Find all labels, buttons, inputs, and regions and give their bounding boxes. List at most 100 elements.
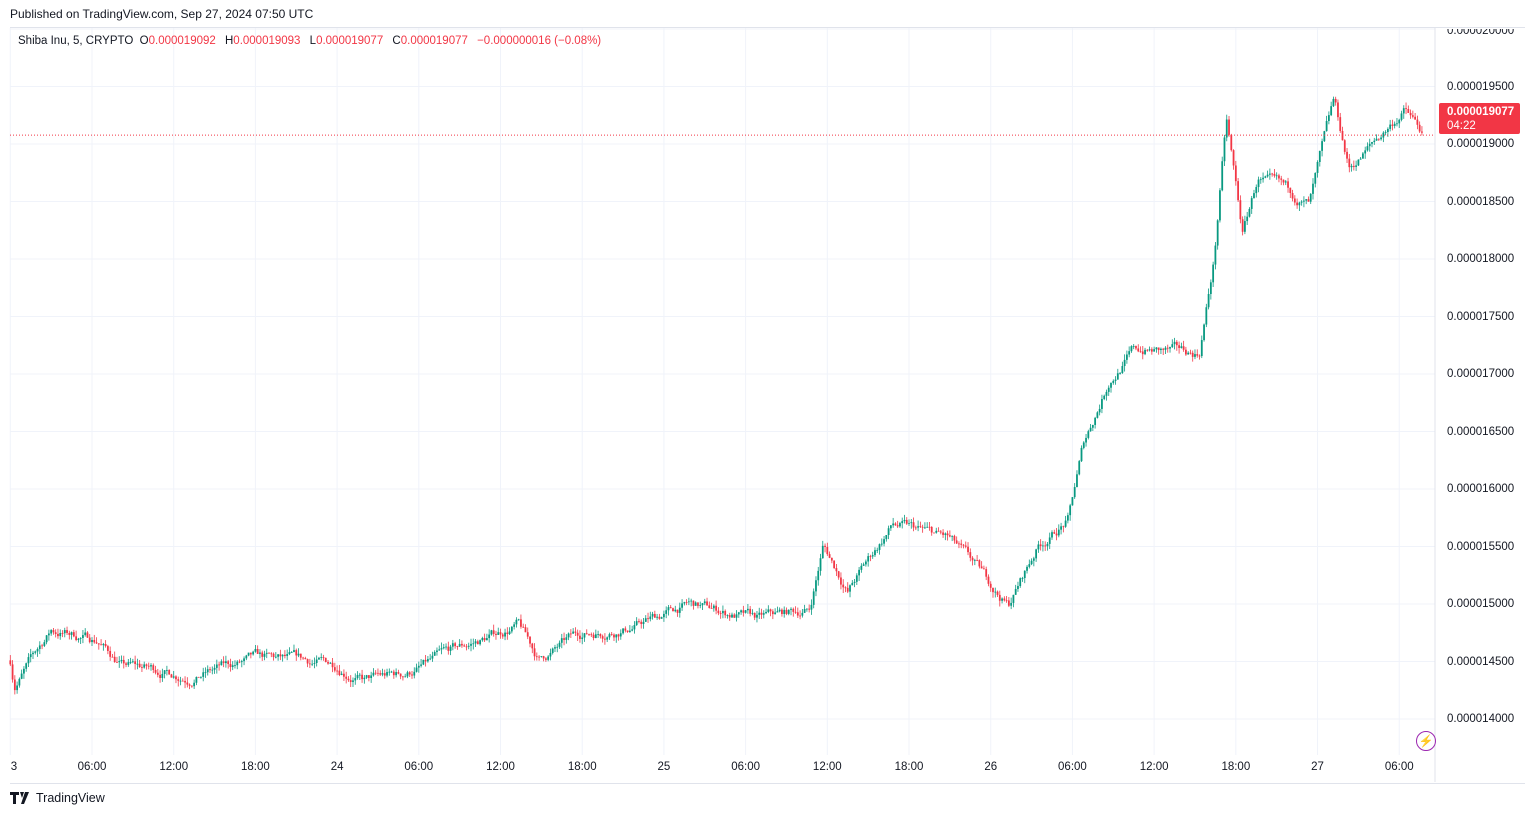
candle-body bbox=[1384, 132, 1387, 133]
candle-body bbox=[1416, 119, 1419, 125]
candle-body bbox=[533, 648, 536, 657]
candle-body bbox=[728, 615, 731, 618]
candle-body bbox=[796, 612, 799, 616]
candle-body bbox=[538, 656, 540, 658]
candle-body bbox=[284, 654, 286, 656]
candle-body bbox=[1334, 98, 1337, 103]
candle-body bbox=[912, 522, 915, 528]
candle-body bbox=[399, 673, 402, 677]
candle-body bbox=[220, 661, 223, 666]
candle-body bbox=[880, 543, 883, 545]
candle-body bbox=[967, 546, 969, 553]
candle-body bbox=[601, 636, 604, 639]
candle-body bbox=[1323, 131, 1326, 142]
candle-body bbox=[252, 651, 255, 655]
candle-body bbox=[1007, 600, 1010, 606]
candle-body bbox=[594, 634, 597, 638]
candle-body bbox=[910, 522, 913, 524]
candle-body bbox=[1209, 282, 1212, 295]
candle-body bbox=[901, 521, 904, 524]
candle-body bbox=[1094, 417, 1097, 425]
candle-body bbox=[604, 638, 606, 640]
candle-body bbox=[1105, 391, 1108, 396]
price-tick-label: 0.000014000 bbox=[1447, 713, 1515, 725]
tradingview-logo[interactable]: TradingView bbox=[10, 791, 105, 805]
candle-body bbox=[522, 626, 525, 628]
candle-body bbox=[787, 609, 790, 614]
candle-body bbox=[996, 591, 999, 595]
candle-body bbox=[1107, 387, 1110, 392]
candle-body bbox=[862, 564, 865, 566]
candle-body bbox=[61, 633, 64, 634]
candle-body bbox=[97, 643, 100, 645]
candle-body bbox=[717, 610, 720, 614]
candle-body bbox=[23, 668, 25, 674]
lightning-icon[interactable]: ⚡ bbox=[1416, 731, 1436, 751]
price-tick-label: 0.000018500 bbox=[1447, 195, 1515, 208]
symbol-label[interactable]: Shiba Inu, 5, CRYPTO bbox=[18, 35, 134, 47]
candle-body bbox=[261, 652, 264, 657]
candle-body bbox=[413, 671, 416, 676]
candle-body bbox=[95, 642, 98, 644]
candle-body bbox=[45, 635, 48, 643]
candle-body bbox=[209, 669, 211, 671]
candle-body bbox=[808, 608, 811, 610]
candle-body bbox=[38, 645, 41, 650]
candle-body bbox=[159, 674, 161, 678]
candle-body bbox=[465, 646, 468, 648]
candle-body bbox=[499, 632, 502, 635]
chart-frame[interactable] bbox=[10, 27, 1525, 784]
candle-body bbox=[165, 669, 168, 671]
candle-body bbox=[1150, 349, 1153, 352]
candle-body bbox=[34, 651, 37, 653]
candle-body bbox=[1421, 131, 1423, 133]
candle-body bbox=[36, 649, 39, 652]
candle-body bbox=[660, 617, 663, 619]
price-tick-label: 0.000017500 bbox=[1447, 310, 1515, 323]
candle-body bbox=[526, 632, 529, 637]
candle-body bbox=[955, 540, 958, 544]
candle-body bbox=[304, 658, 307, 660]
candle-body bbox=[318, 657, 320, 660]
candle-body bbox=[18, 678, 21, 686]
candle-body bbox=[1368, 143, 1371, 147]
candle-body bbox=[1198, 355, 1201, 357]
candle-body bbox=[1393, 123, 1396, 126]
candle-body bbox=[456, 646, 459, 647]
candle-body bbox=[333, 667, 336, 671]
candle-body bbox=[649, 616, 652, 620]
candle-body bbox=[458, 643, 461, 647]
candle-body bbox=[488, 634, 491, 639]
candle-body bbox=[256, 648, 259, 654]
candle-body bbox=[948, 535, 951, 537]
bar-countdown: 04:22 bbox=[1447, 120, 1476, 132]
candle-body bbox=[1228, 119, 1230, 135]
candle-body bbox=[617, 634, 620, 637]
candle-body bbox=[1268, 173, 1271, 175]
candle-body bbox=[1205, 307, 1208, 325]
close-label: C bbox=[392, 35, 401, 47]
candle-body bbox=[1418, 124, 1421, 132]
candle-body bbox=[987, 576, 990, 584]
time-tick-label: 18:00 bbox=[894, 761, 924, 773]
candle-body bbox=[1273, 173, 1276, 176]
candle-body bbox=[451, 643, 454, 647]
candle-body bbox=[59, 633, 62, 637]
candle-body bbox=[803, 609, 806, 613]
candle-body bbox=[610, 634, 613, 636]
candle-body bbox=[354, 678, 357, 681]
candle-body bbox=[52, 630, 55, 633]
candle-body bbox=[1085, 437, 1087, 443]
candle-body bbox=[665, 610, 668, 614]
candle-body bbox=[1030, 560, 1033, 565]
candle-body bbox=[479, 640, 481, 645]
candle-body bbox=[1339, 117, 1342, 131]
candle-body bbox=[724, 610, 727, 616]
candle-body bbox=[983, 568, 985, 570]
candle-body bbox=[11, 664, 14, 680]
candle-body bbox=[633, 625, 636, 630]
candle-body bbox=[951, 535, 954, 537]
candle-body bbox=[685, 602, 688, 603]
candle-body bbox=[311, 663, 314, 665]
